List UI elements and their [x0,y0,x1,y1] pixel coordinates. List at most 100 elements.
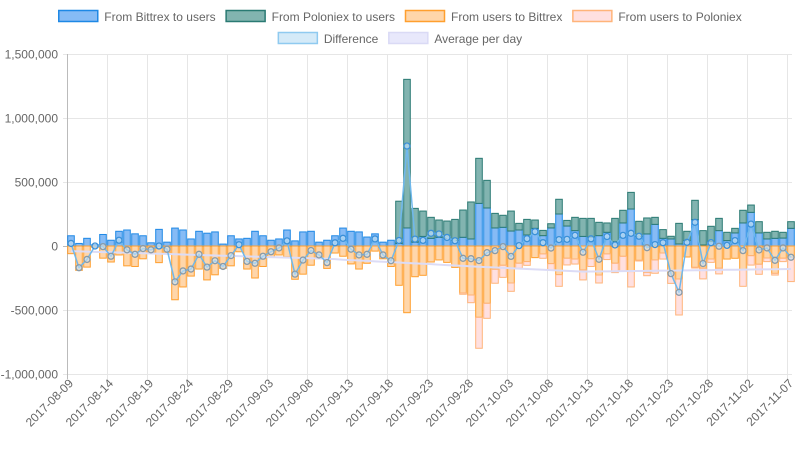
difference-point [203,263,211,271]
bar-users-to-bittrex [571,245,579,260]
bar-users-to-poloniex [675,278,683,316]
bar-poloniex-to-users [539,229,547,237]
difference-point [675,288,683,296]
bar-bittrex-to-users [467,238,475,247]
bar-bittrex-to-users [459,236,467,247]
difference-point [547,244,555,252]
difference-point [499,242,507,251]
difference-point [67,239,75,248]
bar-bittrex-to-users [195,230,203,247]
difference-point [459,254,467,262]
difference-point [379,251,387,259]
bar-users-to-bittrex [371,245,379,252]
bar-bittrex-to-users [667,238,675,247]
bar-users-to-poloniex [507,282,515,292]
bar-poloniex-to-users [555,198,563,215]
difference-point [387,257,395,265]
bar-poloniex-to-users [475,157,483,204]
difference-point [411,235,419,243]
bar-users-to-bittrex [587,245,595,260]
bar-users-to-poloniex [515,262,523,269]
difference-point [691,218,699,226]
bar-users-to-bittrex [123,245,131,267]
difference-point [331,239,339,247]
bar-users-to-bittrex [243,245,251,270]
difference-point [747,220,755,228]
difference-point [139,244,147,253]
bar-users-to-bittrex [563,245,571,259]
bar-users-to-poloniex [459,292,467,295]
bar-poloniex-to-users [691,199,699,221]
bar-users-to-bittrex [179,245,187,288]
bar-poloniex-to-users [563,219,571,227]
difference-point [419,236,427,245]
legend-swatch [58,9,99,23]
bar-poloniex-to-users [651,216,659,225]
difference-point [579,248,587,256]
bar-users-to-bittrex [635,245,643,261]
difference-point [307,246,315,255]
legend-swatch [225,9,266,23]
difference-point [451,237,459,245]
bar-bittrex-to-users [251,230,259,247]
bar-bittrex-to-users [267,239,275,247]
difference-point [123,246,131,254]
bar-poloniex-to-users [667,235,675,240]
bar-poloniex-to-users [643,217,651,235]
bar-poloniex-to-users [547,223,555,229]
bar-users-to-poloniex [635,259,643,262]
gridlines [63,54,792,379]
bar-bittrex-to-users [179,229,187,247]
bar-poloniex-to-users [419,210,427,237]
bar-users-to-bittrex [467,245,475,296]
bar-users-to-poloniex [611,262,619,274]
legend-label: From users to Bittrex [451,10,562,24]
bar-bittrex-to-users [187,238,195,247]
bar-users-to-poloniex [707,258,715,263]
y-tick-label: 0 [51,240,58,254]
legend-label: Average per day [434,32,522,46]
bar-bittrex-to-users [123,229,131,247]
bar-bittrex-to-users [579,235,587,247]
bar-poloniex-to-users [627,191,635,210]
difference-point [699,259,707,268]
legend-item: From users to Bittrex [404,9,562,24]
bar-bittrex-to-users [299,231,307,247]
difference-point [787,253,795,261]
difference-point [443,233,451,242]
bar-users-to-bittrex [619,245,627,257]
bar-bittrex-to-users [475,202,483,247]
bar-users-to-poloniex [739,269,747,287]
bar-users-to-bittrex [451,245,459,268]
bar-users-to-bittrex [115,245,123,256]
legend-swatch [277,31,319,45]
bar-bittrex-to-users [323,239,331,247]
difference-point [627,229,635,237]
bar-bittrex-to-users [363,236,371,247]
bar-poloniex-to-users [603,222,611,233]
difference-point [187,265,195,273]
bar-bittrex-to-users [435,236,443,247]
bar-users-to-bittrex [411,245,419,278]
difference-point [179,267,187,275]
difference-point [395,236,403,245]
bar-users-to-bittrex [339,245,347,257]
bar-users-to-poloniex [539,253,547,259]
difference-point [75,264,83,272]
bar-bittrex-to-users [491,227,499,247]
bar-bittrex-to-users [291,240,299,247]
bar-users-to-bittrex [627,245,635,273]
legend-swatch [388,31,429,45]
bar-bittrex-to-users [507,230,515,247]
difference-point [147,246,155,254]
bar-poloniex-to-users [571,216,579,232]
bar-users-to-bittrex [435,245,443,261]
difference-point [171,278,179,286]
difference-point [539,239,547,247]
bar-poloniex-to-users [715,217,723,232]
bar-users-to-poloniex [483,302,491,319]
bar-poloniex-to-users [787,221,795,229]
difference-point [315,251,323,259]
bar-poloniex-to-users [763,231,771,240]
bar-poloniex-to-users [523,218,531,236]
